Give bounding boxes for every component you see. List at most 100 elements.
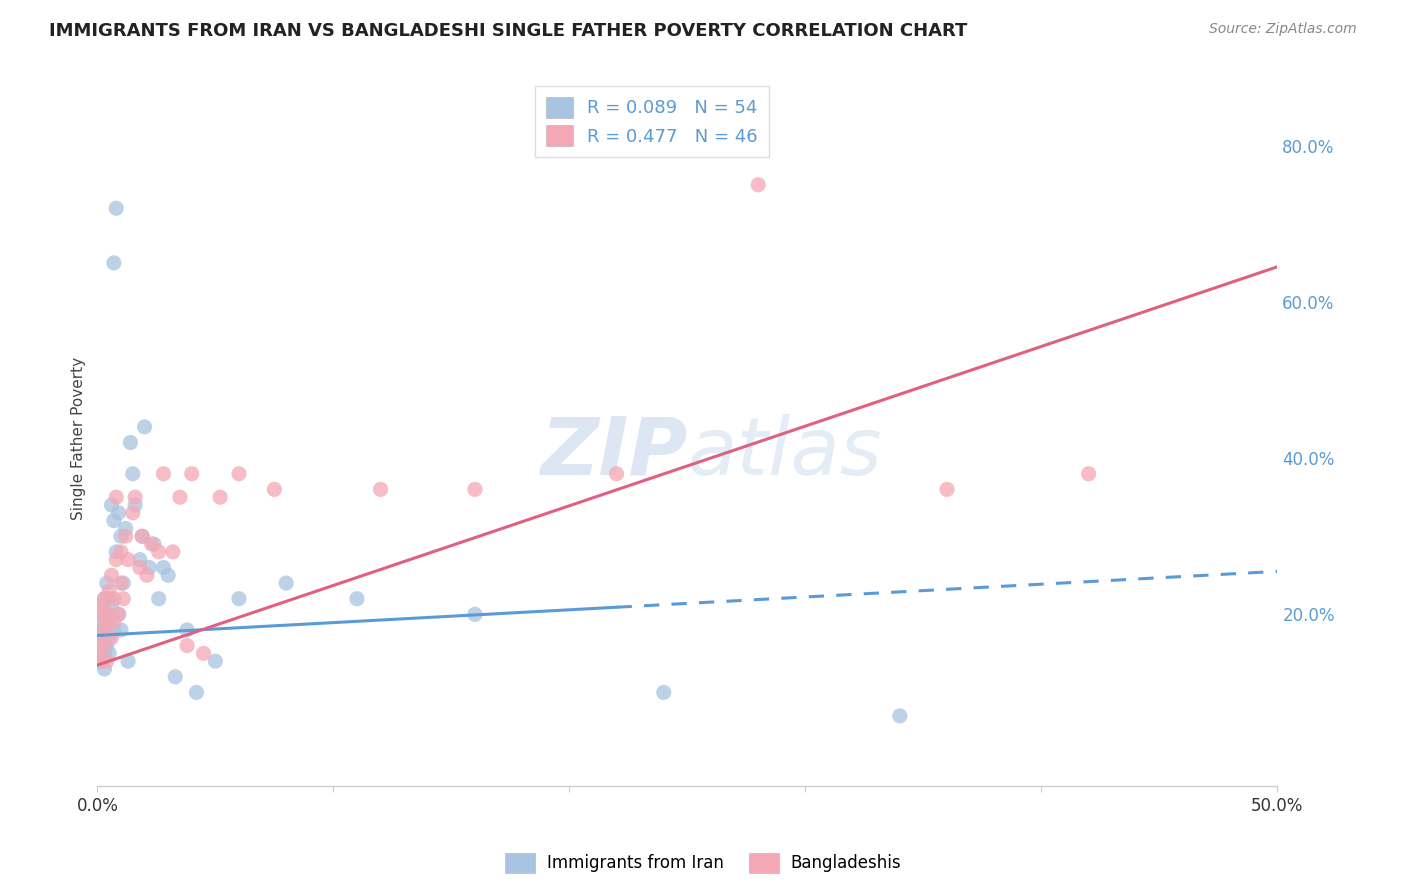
Point <box>91 654 114 668</box>
Point <box>128 552 150 566</box>
Point <box>112 591 135 606</box>
Point <box>120 435 142 450</box>
Point <box>263 483 285 497</box>
Point <box>134 420 156 434</box>
Point <box>121 506 143 520</box>
Point <box>105 201 128 215</box>
Legend: R = 0.089   N = 54, R = 0.477   N = 46: R = 0.089 N = 54, R = 0.477 N = 46 <box>536 87 769 157</box>
Point <box>91 615 114 629</box>
Point <box>103 623 125 637</box>
Point <box>98 615 121 629</box>
Point <box>135 568 157 582</box>
Point <box>100 498 122 512</box>
Point <box>131 529 153 543</box>
Point <box>228 467 250 481</box>
Point <box>276 576 298 591</box>
Point <box>117 654 139 668</box>
Point <box>152 560 174 574</box>
Point <box>105 490 128 504</box>
Point <box>747 178 769 192</box>
Text: atlas: atlas <box>688 414 882 491</box>
Point <box>93 623 115 637</box>
Point <box>110 623 132 637</box>
Point <box>90 623 112 637</box>
Point <box>96 576 118 591</box>
Text: IMMIGRANTS FROM IRAN VS BANGLADESHI SINGLE FATHER POVERTY CORRELATION CHART: IMMIGRANTS FROM IRAN VS BANGLADESHI SING… <box>49 22 967 40</box>
Point <box>204 654 226 668</box>
Point <box>128 560 150 574</box>
Point <box>169 490 191 504</box>
Point <box>100 631 122 645</box>
Point <box>89 607 111 622</box>
Point <box>107 607 129 622</box>
Point <box>165 670 187 684</box>
Point <box>96 654 118 668</box>
Point <box>346 591 368 606</box>
Point <box>114 529 136 543</box>
Point <box>100 599 122 614</box>
Point <box>103 615 125 629</box>
Point <box>186 685 208 699</box>
Point <box>162 545 184 559</box>
Point <box>105 545 128 559</box>
Point <box>93 639 115 653</box>
Point <box>138 560 160 574</box>
Point <box>103 256 125 270</box>
Point <box>141 537 163 551</box>
Point <box>152 467 174 481</box>
Point <box>121 467 143 481</box>
Point <box>89 631 111 645</box>
Point <box>89 639 111 653</box>
Y-axis label: Single Father Poverty: Single Father Poverty <box>72 357 86 520</box>
Point <box>180 467 202 481</box>
Point <box>91 623 114 637</box>
Point <box>98 646 121 660</box>
Point <box>124 490 146 504</box>
Point <box>464 607 486 622</box>
Point <box>98 583 121 598</box>
Point <box>114 521 136 535</box>
Point <box>96 607 118 622</box>
Point <box>148 591 170 606</box>
Point <box>112 576 135 591</box>
Point <box>91 599 114 614</box>
Point <box>100 568 122 582</box>
Point <box>91 631 114 645</box>
Point <box>176 639 198 653</box>
Point <box>124 498 146 512</box>
Point <box>93 591 115 606</box>
Legend: Immigrants from Iran, Bangladeshis: Immigrants from Iran, Bangladeshis <box>498 847 908 880</box>
Point <box>105 552 128 566</box>
Point <box>148 545 170 559</box>
Point <box>228 591 250 606</box>
Point <box>110 529 132 543</box>
Point <box>652 685 675 699</box>
Point <box>606 467 628 481</box>
Text: Source: ZipAtlas.com: Source: ZipAtlas.com <box>1209 22 1357 37</box>
Point <box>98 591 121 606</box>
Point <box>936 483 959 497</box>
Point <box>93 591 115 606</box>
Point <box>98 631 121 645</box>
Point <box>89 607 111 622</box>
Point <box>107 506 129 520</box>
Point <box>143 537 166 551</box>
Point <box>87 646 110 660</box>
Point <box>103 514 125 528</box>
Point <box>209 490 232 504</box>
Point <box>87 654 110 668</box>
Point <box>91 654 114 668</box>
Point <box>370 483 392 497</box>
Point <box>464 483 486 497</box>
Point <box>98 607 121 622</box>
Point <box>110 576 132 591</box>
Point <box>889 709 911 723</box>
Point <box>176 623 198 637</box>
Point <box>107 607 129 622</box>
Point <box>110 545 132 559</box>
Point <box>193 646 215 660</box>
Point <box>103 591 125 606</box>
Point <box>1077 467 1099 481</box>
Point <box>157 568 180 582</box>
Point <box>91 599 114 614</box>
